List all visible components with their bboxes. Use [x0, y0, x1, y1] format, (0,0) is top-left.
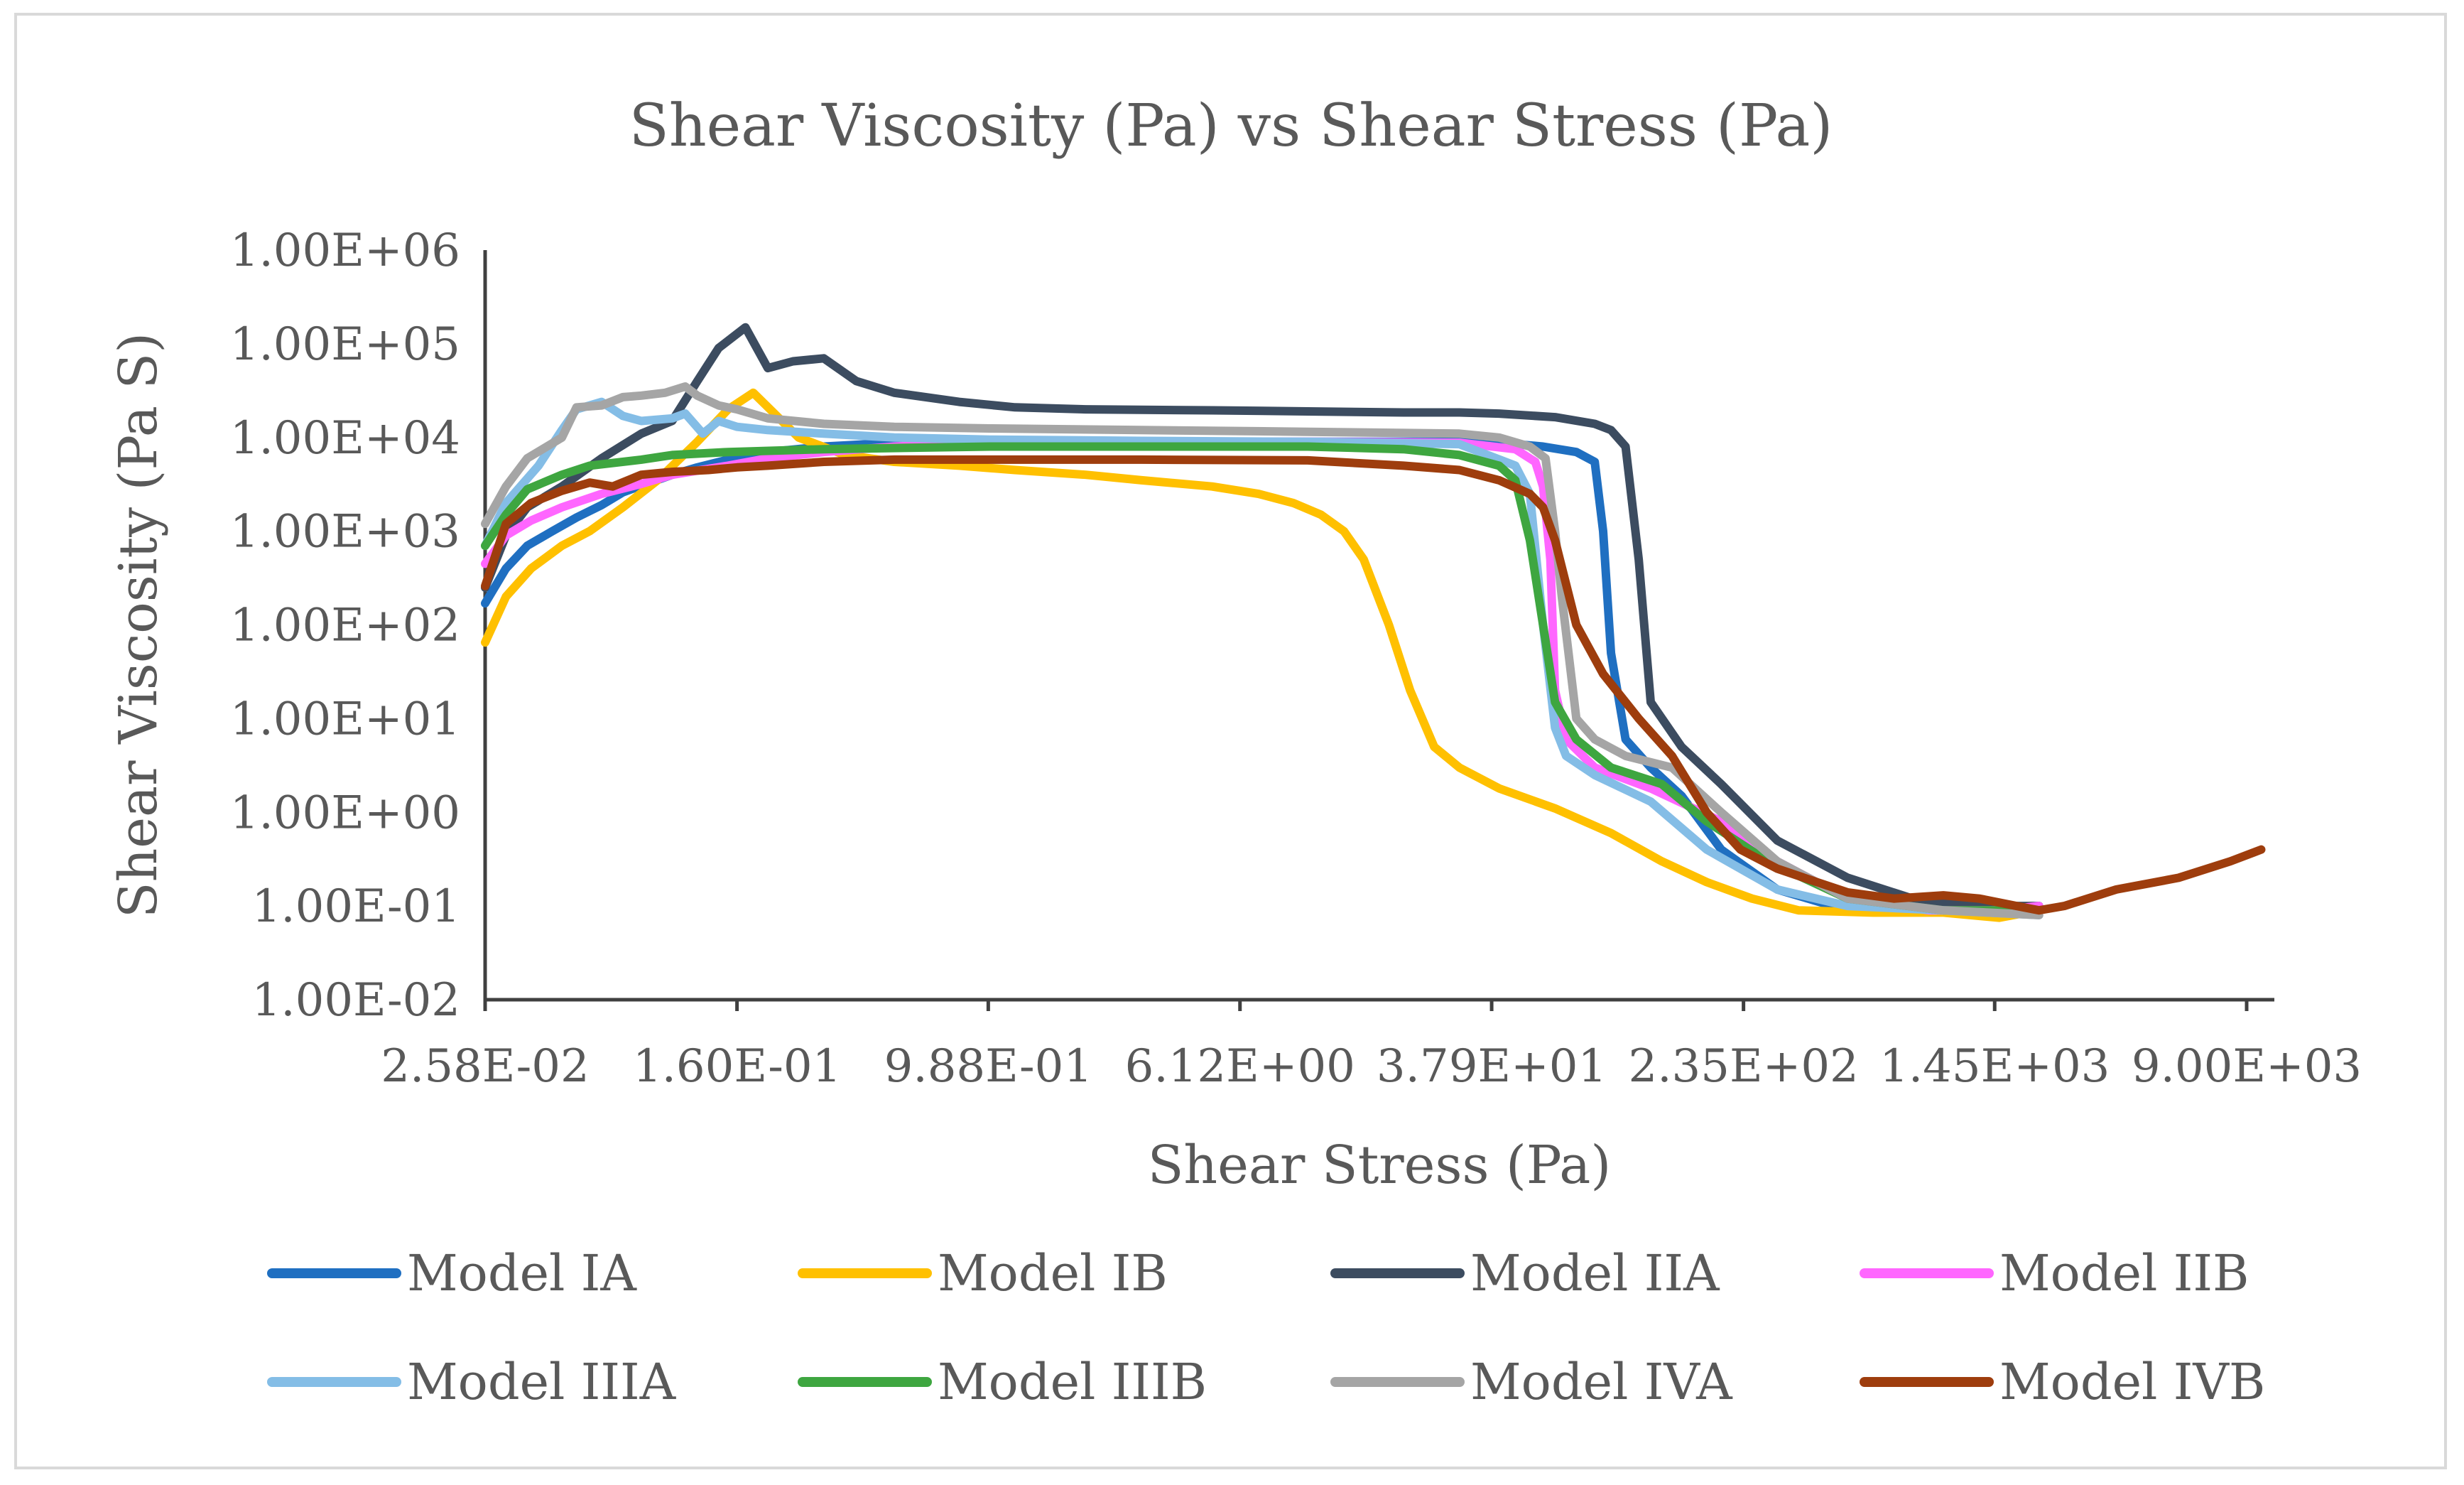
series-line-model-iiib — [481, 442, 2044, 915]
y-axis-title: Shear Viscosity (Pa S) — [108, 333, 169, 918]
y-tick-label: 1.00E+03 — [230, 506, 460, 558]
x-tick-group — [483, 1000, 2249, 1011]
y-tick-label: 1.00E+02 — [230, 600, 460, 652]
x-tick-label: 1.60E-01 — [633, 1040, 841, 1093]
chart-title: Shear Viscosity (Pa) vs Shear Stress (Pa… — [629, 92, 1833, 160]
legend-label-model-ivb: Model IVB — [1999, 1353, 2265, 1411]
legend-label-model-iib: Model IIB — [1999, 1244, 2249, 1302]
series-line-model-iva — [481, 382, 2044, 919]
y-tick-label-group: 1.00E+06 1.00E+05 1.00E+04 1.00E+03 1.00E+02… — [230, 225, 460, 1027]
x-tick-label: 2.58E-02 — [381, 1040, 589, 1093]
legend: Model IA Model IB Model IIA Model IIB Model … — [267, 1244, 2265, 1411]
y-tick-label: 1.00E-01 — [252, 880, 460, 933]
y-tick-label: 1.00E+00 — [230, 787, 460, 839]
series-line-model-ib — [481, 388, 2044, 922]
series-line-model-iia — [481, 323, 2044, 911]
legend-label-model-iiia: Model IIIA — [407, 1353, 677, 1411]
series-line-model-ia — [481, 437, 2044, 919]
legend-label-model-iiib: Model IIIB — [938, 1353, 1207, 1411]
legend-label-model-ib: Model IB — [938, 1244, 1168, 1302]
chart-frame — [14, 13, 2447, 1469]
y-tick-label: 1.00E+01 — [230, 693, 460, 745]
x-tick-label: 3.79E+01 — [1377, 1040, 1607, 1093]
x-tick-label: 9.88E-01 — [884, 1040, 1092, 1093]
x-tick-label-group: 2.58E-02 1.60E-01 9.88E-01 6.12E+00 3.79E+01… — [381, 1040, 2362, 1093]
legend-label-model-iia: Model IIA — [1470, 1244, 1720, 1302]
y-tick-label: 1.00E-02 — [252, 974, 460, 1027]
x-axis-title: Shear Stress (Pa) — [1148, 1135, 1612, 1196]
x-tick-label: 6.12E+00 — [1125, 1040, 1355, 1093]
legend-label-model-iva: Model IVA — [1470, 1353, 1733, 1411]
legend-label-model-ia: Model IA — [407, 1244, 637, 1302]
series-line-model-iiia — [481, 397, 2044, 919]
x-tick-label: 2.35E+02 — [1628, 1040, 1858, 1093]
series-line-model-iib — [481, 437, 2044, 915]
y-tick-label: 1.00E+06 — [230, 225, 460, 277]
x-tick-label: 1.45E+03 — [1879, 1040, 2110, 1093]
x-tick-label: 9.00E+03 — [2132, 1040, 2362, 1093]
series-line-model-ivb — [481, 455, 2266, 915]
series-lines — [481, 323, 2266, 922]
y-tick-label: 1.00E+04 — [230, 412, 460, 465]
y-tick-label: 1.00E+05 — [230, 318, 460, 371]
